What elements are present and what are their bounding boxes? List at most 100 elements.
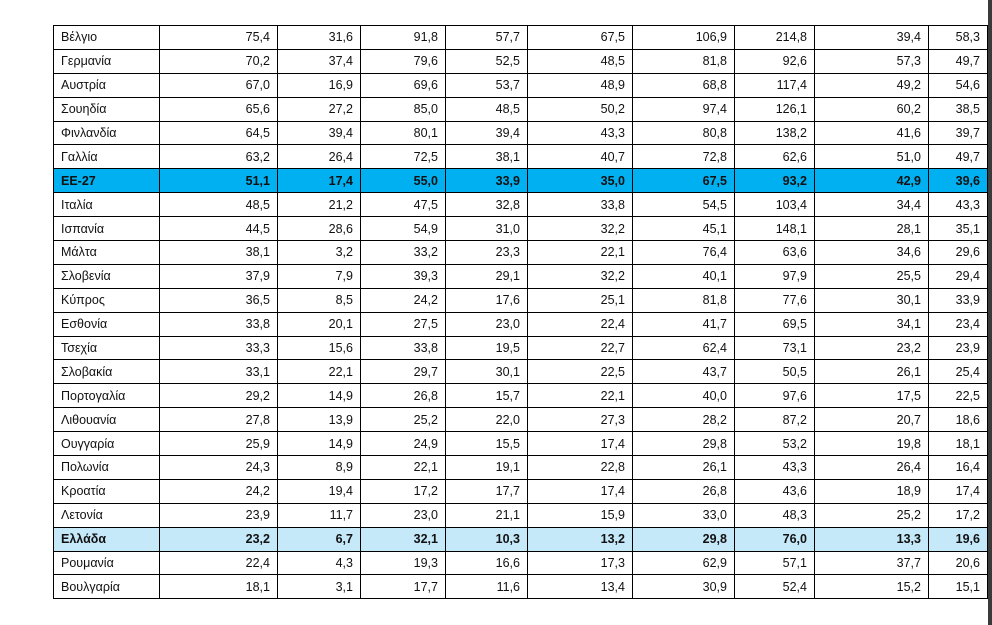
country-name-cell: Γαλλία — [53, 144, 160, 170]
value-cell: 97,4 — [632, 96, 735, 122]
value-cell: 20,1 — [277, 311, 361, 337]
value-cell: 34,6 — [814, 240, 929, 265]
value-cell: 79,6 — [360, 48, 446, 74]
value-cell: 65,6 — [159, 96, 278, 122]
value-cell: 23,3 — [445, 240, 528, 265]
table-row: Κύπρος 36,5 8,5 24,2 17,6 25,1 81,8 77,6 30,1 33,… — [53, 287, 988, 313]
country-name-cell: Τσεχία — [53, 335, 160, 361]
value-cell: 39,4 — [445, 120, 528, 146]
table-row: Σλοβακία 33,1 22,1 29,7 30,1 22,5 43,7 50,5 26,1… — [53, 359, 988, 385]
value-cell: 49,7 — [928, 144, 988, 170]
value-cell: 62,9 — [632, 550, 735, 576]
value-cell: 148,1 — [734, 216, 815, 242]
value-cell: 41,6 — [814, 120, 929, 146]
value-cell: 26,4 — [814, 455, 929, 480]
table-row: Ουγγαρία 25,9 14,9 24,9 15,5 17,4 29,8 53,2 19,8… — [53, 431, 988, 457]
value-cell: 35,0 — [527, 168, 633, 194]
value-cell: 57,1 — [734, 550, 815, 576]
table-row-eu27: ΕΕ-27 51,1 17,4 55,0 33,9 35,0 67,5 93,2 42,9 39,… — [53, 168, 988, 194]
country-name-cell: Λετονία — [53, 502, 160, 528]
value-cell: 19,6 — [928, 526, 988, 552]
value-cell: 23,0 — [445, 311, 528, 337]
country-name-cell: Βουλγαρία — [53, 574, 160, 600]
value-cell: 32,1 — [360, 526, 446, 552]
value-cell: 22,1 — [527, 240, 633, 265]
value-cell: 18,1 — [159, 574, 278, 600]
value-cell: 92,6 — [734, 48, 815, 74]
country-name-cell: Σλοβενία — [53, 263, 160, 289]
country-name-cell: Εσθονία — [53, 311, 160, 337]
value-cell: 48,5 — [527, 48, 633, 74]
value-cell: 63,2 — [159, 144, 278, 170]
value-cell: 48,9 — [527, 72, 633, 98]
country-name-cell: Κύπρος — [53, 287, 160, 313]
value-cell: 18,1 — [928, 431, 988, 457]
value-cell: 70,2 — [159, 48, 278, 74]
value-cell: 29,8 — [632, 526, 735, 552]
value-cell: 15,2 — [814, 574, 929, 600]
value-cell: 13,9 — [277, 407, 361, 433]
value-cell: 11,6 — [445, 574, 528, 600]
value-cell: 17,4 — [527, 478, 633, 504]
value-cell: 30,9 — [632, 574, 735, 600]
value-cell: 15,5 — [445, 431, 528, 457]
value-cell: 45,1 — [632, 216, 735, 242]
value-cell: 4,3 — [277, 550, 361, 576]
value-cell: 36,5 — [159, 287, 278, 313]
value-cell: 38,1 — [445, 144, 528, 170]
value-cell: 80,8 — [632, 120, 735, 146]
value-cell: 106,9 — [632, 25, 735, 50]
table-row: Σλοβενία 37,9 7,9 39,3 29,1 32,2 40,1 97,9 25,5 2… — [53, 263, 988, 289]
table-row: Κροατία 24,2 19,4 17,2 17,7 17,4 26,8 43,6 18,9 1… — [53, 478, 988, 504]
value-cell: 214,8 — [734, 25, 815, 50]
value-cell: 28,2 — [632, 407, 735, 433]
value-cell: 27,2 — [277, 96, 361, 122]
value-cell: 39,4 — [814, 25, 929, 50]
data-table: Βέλγιο 75,4 31,6 91,8 57,7 67,5 106,9 214,8 39,4… — [53, 25, 988, 600]
value-cell: 16,9 — [277, 72, 361, 98]
value-cell: 26,1 — [632, 455, 735, 480]
value-cell: 26,4 — [277, 144, 361, 170]
value-cell: 32,2 — [527, 263, 633, 289]
table-row: Βουλγαρία 18,1 3,1 17,7 11,6 13,4 30,9 52,4 15,2… — [53, 574, 988, 600]
value-cell: 67,0 — [159, 72, 278, 98]
value-cell: 44,5 — [159, 216, 278, 242]
value-cell: 29,1 — [445, 263, 528, 289]
value-cell: 64,5 — [159, 120, 278, 146]
value-cell: 73,1 — [734, 335, 815, 361]
value-cell: 93,2 — [734, 168, 815, 194]
value-cell: 33,3 — [159, 335, 278, 361]
value-cell: 57,3 — [814, 48, 929, 74]
value-cell: 40,0 — [632, 383, 735, 409]
table-row: Μάλτα 38,1 3,2 33,2 23,3 22,1 76,4 63,6 34,6 29,6 — [53, 240, 988, 265]
value-cell: 33,1 — [159, 359, 278, 385]
value-cell: 17,2 — [928, 502, 988, 528]
value-cell: 40,7 — [527, 144, 633, 170]
country-name-cell: Φινλανδία — [53, 120, 160, 146]
country-name-cell: Κροατία — [53, 478, 160, 504]
value-cell: 15,6 — [277, 335, 361, 361]
value-cell: 49,7 — [928, 48, 988, 74]
value-cell: 37,7 — [814, 550, 929, 576]
value-cell: 22,8 — [527, 455, 633, 480]
value-cell: 57,7 — [445, 25, 528, 50]
value-cell: 38,5 — [928, 96, 988, 122]
value-cell: 67,5 — [632, 168, 735, 194]
table-row: Σουηδία 65,6 27,2 85,0 48,5 50,2 97,4 126,1 60,2… — [53, 96, 988, 122]
value-cell: 29,2 — [159, 383, 278, 409]
value-cell: 39,4 — [277, 120, 361, 146]
value-cell: 50,5 — [734, 359, 815, 385]
value-cell: 22,4 — [159, 550, 278, 576]
country-name-cell: Σουηδία — [53, 96, 160, 122]
window-edge — [988, 0, 992, 625]
value-cell: 22,1 — [527, 383, 633, 409]
value-cell: 53,7 — [445, 72, 528, 98]
value-cell: 19,8 — [814, 431, 929, 457]
value-cell: 17,5 — [814, 383, 929, 409]
table-row: Λιθουανία 27,8 13,9 25,2 22,0 27,3 28,2 87,2 20,… — [53, 407, 988, 433]
value-cell: 67,5 — [527, 25, 633, 50]
table-row: Ρουμανία 22,4 4,3 19,3 16,6 17,3 62,9 57,1 37,7 2… — [53, 550, 988, 576]
value-cell: 49,2 — [814, 72, 929, 98]
value-cell: 42,9 — [814, 168, 929, 194]
country-name-cell: Πολωνία — [53, 455, 160, 480]
